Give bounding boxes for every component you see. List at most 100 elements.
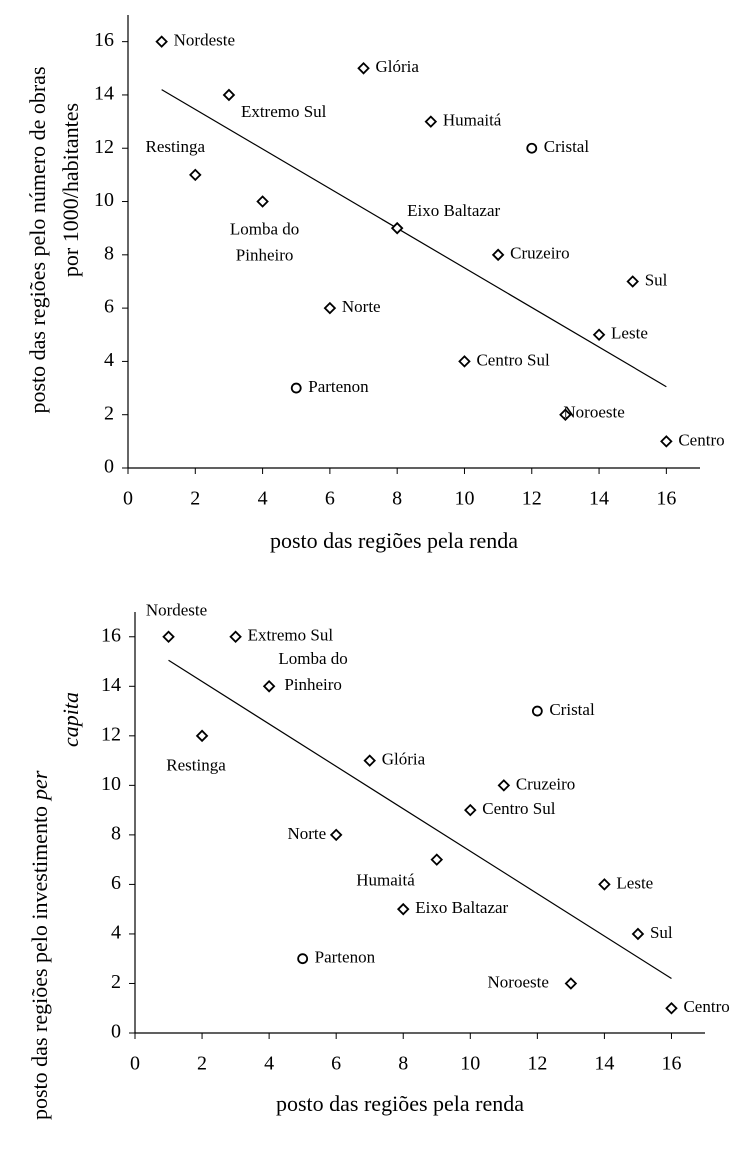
point-label: Pinheiro (236, 245, 294, 264)
point (424, 115, 438, 128)
point (329, 828, 343, 842)
point (222, 88, 236, 102)
x-tick-label: 14 (594, 1053, 614, 1075)
point-label: Noroeste (488, 972, 549, 991)
y-tick-label: 8 (104, 242, 114, 264)
point-label: Humaitá (356, 871, 415, 890)
point-label: Partenon (308, 377, 369, 396)
y-axis-title-part: por 1000/habitantes (58, 103, 83, 277)
y-tick-label: 6 (104, 296, 114, 318)
y-tick-label: 16 (101, 624, 121, 646)
point-label: Cristal (549, 700, 595, 719)
point (531, 705, 543, 717)
y-axis-title: capita (58, 692, 83, 747)
y-tick-label: 0 (111, 1021, 121, 1043)
point-label: Sul (645, 270, 668, 289)
x-tick-label: 2 (190, 488, 200, 510)
point (458, 355, 471, 368)
y-tick-label: 8 (111, 822, 121, 844)
point-label: Restinga (166, 756, 226, 775)
point-label: Norte (342, 297, 381, 316)
x-axis-title: posto das regiões pela renda (276, 1091, 524, 1116)
point-label: Cristal (544, 137, 590, 156)
point-label: Eixo Baltazar (415, 898, 508, 917)
x-tick-label: 16 (656, 488, 676, 510)
point-label: Centro (678, 430, 724, 449)
point (229, 630, 242, 644)
point-label: Leste (611, 324, 648, 343)
point (564, 977, 578, 990)
point-label: Eixo Baltazar (407, 201, 500, 220)
point-label: Partenon (315, 948, 376, 967)
y-tick-label: 2 (111, 971, 121, 993)
y-tick-label: 4 (104, 349, 114, 371)
point (526, 142, 538, 154)
point (262, 680, 276, 693)
y-tick-label: 14 (94, 83, 114, 105)
x-tick-label: 0 (130, 1053, 140, 1075)
point (256, 195, 269, 208)
point-label: Lomba do (278, 649, 347, 668)
point-label: Restinga (146, 137, 206, 156)
x-axis-title: posto das regiões pela renda (270, 528, 518, 553)
point-label: Nordeste (174, 31, 235, 50)
point (357, 62, 370, 75)
x-tick-label: 2 (197, 1053, 207, 1075)
point-label: Glória (382, 749, 426, 768)
point (189, 168, 202, 182)
point-label: Cruzeiro (510, 244, 569, 263)
y-tick-label: 12 (101, 723, 121, 745)
x-tick-label: 10 (460, 1053, 480, 1075)
point (290, 382, 302, 394)
point-label: Humaitá (443, 110, 502, 129)
y-tick-label: 12 (94, 136, 114, 158)
x-tick-label: 4 (264, 1053, 274, 1075)
x-tick-label: 4 (258, 488, 268, 510)
point (559, 408, 572, 421)
point-label: Norte (287, 824, 326, 843)
point-label: Noroeste (563, 403, 624, 422)
point (297, 953, 309, 965)
point-label: Lomba do (230, 219, 299, 238)
point-label: Nordeste (146, 601, 207, 620)
x-tick-label: 8 (392, 488, 402, 510)
y-tick-label: 0 (104, 456, 114, 478)
point-label: Cruzeiro (516, 774, 575, 793)
point (598, 878, 611, 891)
y-axis-title-part: capita (58, 692, 83, 747)
x-tick-label: 10 (454, 488, 474, 510)
point (592, 328, 606, 342)
y-axis-title-part: per (27, 770, 52, 802)
x-tick-label: 16 (661, 1053, 681, 1075)
point (363, 754, 376, 767)
point (195, 729, 209, 743)
x-tick-label: 12 (527, 1053, 547, 1075)
point (631, 927, 645, 941)
point-label: Centro Sul (482, 799, 555, 818)
y-tick-label: 10 (101, 773, 121, 795)
y-axis-title-part: posto das regiões pelo número de obras (25, 66, 50, 413)
point-label: Glória (376, 57, 420, 76)
point (660, 435, 673, 448)
y-tick-label: 4 (111, 922, 121, 944)
point (497, 779, 511, 792)
x-tick-label: 0 (123, 488, 133, 510)
trendline (161, 89, 667, 388)
y-axis-title: posto das regiões pelo investimento per (27, 770, 52, 1120)
point-label: Centro (683, 997, 729, 1016)
point-label: Pinheiro (284, 675, 342, 694)
point (626, 275, 639, 288)
point (430, 853, 444, 866)
point (155, 35, 168, 48)
point (390, 221, 404, 235)
y-axis-title-part: posto das regiões pelo investimento (27, 806, 52, 1120)
x-tick-label: 8 (398, 1053, 408, 1075)
y-axis-title: posto das regiões pelo número de obras (25, 66, 50, 413)
point-label: Sul (650, 923, 673, 942)
y-tick-label: 2 (104, 402, 114, 424)
y-tick-label: 16 (94, 29, 114, 51)
point-label: Centro Sul (476, 350, 549, 369)
point (464, 803, 477, 817)
x-tick-label: 6 (325, 488, 335, 510)
